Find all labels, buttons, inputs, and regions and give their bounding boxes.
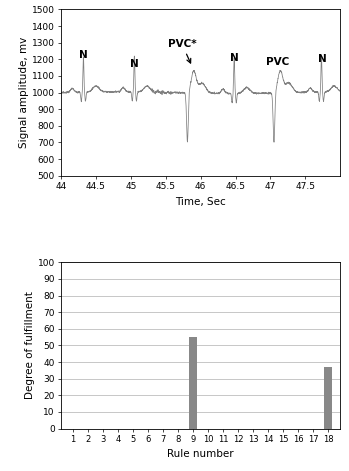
Text: N: N <box>79 49 88 60</box>
Y-axis label: Signal amplitude, mv: Signal amplitude, mv <box>19 37 29 148</box>
Text: PVC*: PVC* <box>168 39 196 63</box>
Text: N: N <box>230 53 239 63</box>
Bar <box>324 367 332 429</box>
Text: PVC: PVC <box>266 57 289 67</box>
X-axis label: Rule number: Rule number <box>168 449 234 459</box>
X-axis label: Time, Sec: Time, Sec <box>175 196 226 207</box>
Text: N: N <box>318 54 327 64</box>
Text: N: N <box>130 59 139 69</box>
Y-axis label: Degree of fulfillment: Degree of fulfillment <box>25 292 35 399</box>
Bar <box>189 337 197 429</box>
